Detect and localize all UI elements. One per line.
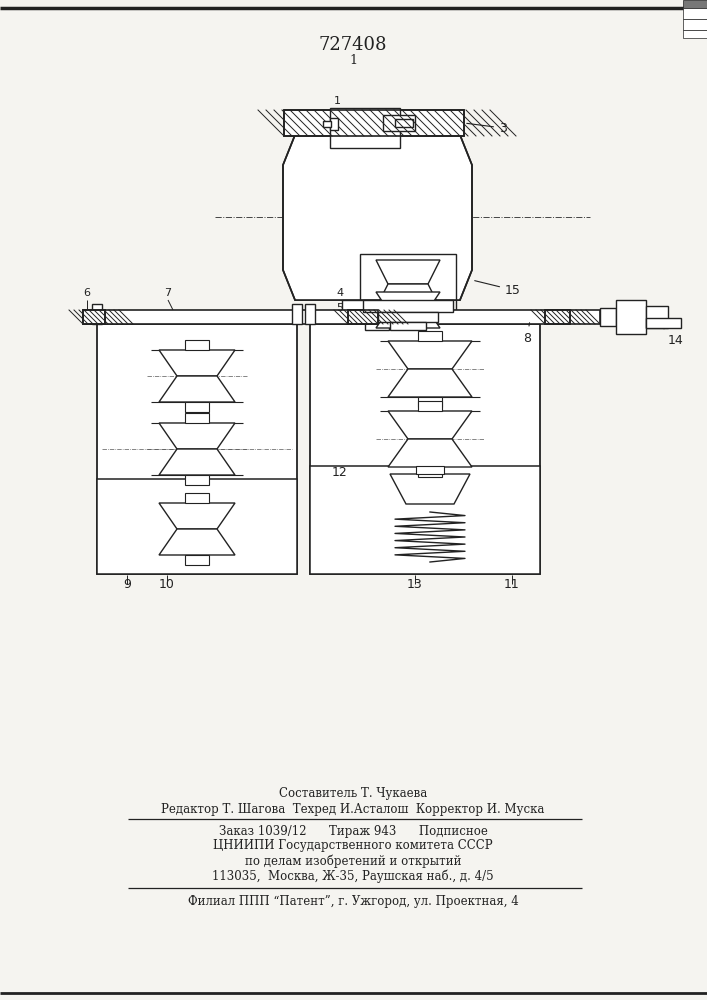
Bar <box>378 312 438 322</box>
Bar <box>683 30 707 38</box>
Text: Редактор Т. Шагова  Техред И.Асталош  Корректор И. Муска: Редактор Т. Шагова Техред И.Асталош Корр… <box>161 802 544 816</box>
Polygon shape <box>390 474 470 504</box>
Text: 727408: 727408 <box>319 36 387 54</box>
Bar <box>305 304 315 324</box>
Polygon shape <box>159 350 235 376</box>
Bar <box>365 322 389 330</box>
Text: Составитель Т. Чукаева: Составитель Т. Чукаева <box>279 786 427 800</box>
Bar <box>360 254 456 310</box>
Polygon shape <box>388 411 472 439</box>
Text: 6: 6 <box>83 288 90 298</box>
Text: 1: 1 <box>349 53 357 66</box>
Bar <box>418 397 442 407</box>
Text: 2: 2 <box>303 122 310 132</box>
Bar <box>418 331 442 341</box>
Bar <box>97 479 297 574</box>
Bar <box>185 555 209 565</box>
Bar <box>284 110 464 136</box>
Bar <box>342 300 412 312</box>
Polygon shape <box>376 292 440 310</box>
Text: 12: 12 <box>332 466 348 479</box>
Text: 14: 14 <box>662 327 684 347</box>
Polygon shape <box>159 529 235 555</box>
Text: 8: 8 <box>523 323 531 344</box>
Text: 15: 15 <box>474 281 521 296</box>
Polygon shape <box>388 341 472 369</box>
Bar <box>185 340 209 350</box>
Bar <box>616 300 646 334</box>
Bar <box>292 304 302 324</box>
Polygon shape <box>283 135 472 300</box>
Bar <box>348 310 378 324</box>
Bar <box>683 0 707 8</box>
Text: Заказ 1039/12      Тираж 943      Подписное: Заказ 1039/12 Тираж 943 Подписное <box>218 824 487 838</box>
Text: по делам изобретений и открытий: по делам изобретений и открытий <box>245 854 461 868</box>
Bar <box>83 310 600 324</box>
Bar <box>545 310 570 324</box>
Text: 3: 3 <box>467 121 507 134</box>
Text: 11: 11 <box>504 578 520 591</box>
Text: 5: 5 <box>337 303 344 313</box>
Bar <box>330 108 400 148</box>
Text: Филиал ППП “Патент”, г. Ужгород, ул. Проектная, 4: Филиал ППП “Патент”, г. Ужгород, ул. Про… <box>187 894 518 908</box>
Bar <box>418 467 442 477</box>
Bar <box>683 19 707 30</box>
Bar <box>185 413 209 423</box>
Bar <box>418 401 442 411</box>
Bar <box>357 312 397 322</box>
Bar <box>310 466 540 574</box>
Polygon shape <box>337 112 393 132</box>
Bar <box>284 110 464 136</box>
Bar <box>545 310 570 324</box>
Bar <box>646 318 681 328</box>
Bar <box>683 8 707 19</box>
Polygon shape <box>159 449 235 475</box>
Polygon shape <box>388 369 472 397</box>
Bar <box>416 466 444 474</box>
Bar <box>185 402 209 412</box>
Text: 9: 9 <box>123 578 131 591</box>
Bar <box>348 310 378 324</box>
Bar <box>395 119 413 127</box>
Bar <box>330 118 338 130</box>
Bar <box>600 308 616 326</box>
Polygon shape <box>376 284 440 308</box>
Bar <box>383 115 415 131</box>
Bar <box>310 324 540 574</box>
Bar <box>83 310 105 324</box>
Text: 113035,  Москва, Ж-35, Раушская наб., д. 4/5: 113035, Москва, Ж-35, Раушская наб., д. … <box>212 869 493 883</box>
Text: 4: 4 <box>337 288 344 298</box>
Bar <box>185 493 209 503</box>
Text: 1: 1 <box>334 96 341 106</box>
Polygon shape <box>376 260 440 284</box>
Text: 10: 10 <box>159 578 175 591</box>
Bar <box>97 324 297 574</box>
Polygon shape <box>159 503 235 529</box>
Text: ЦНИИПИ Государственного комитета СССР: ЦНИИПИ Государственного комитета СССР <box>214 840 493 852</box>
Bar <box>390 322 426 330</box>
Polygon shape <box>159 376 235 402</box>
Bar <box>83 310 105 324</box>
Bar <box>363 300 453 312</box>
Bar <box>646 306 668 328</box>
Text: 7: 7 <box>165 288 172 298</box>
Polygon shape <box>376 310 440 328</box>
Polygon shape <box>388 439 472 467</box>
Bar <box>92 304 102 324</box>
Bar <box>323 121 331 127</box>
Text: 13: 13 <box>407 578 423 591</box>
Polygon shape <box>159 423 235 449</box>
Bar <box>185 475 209 485</box>
